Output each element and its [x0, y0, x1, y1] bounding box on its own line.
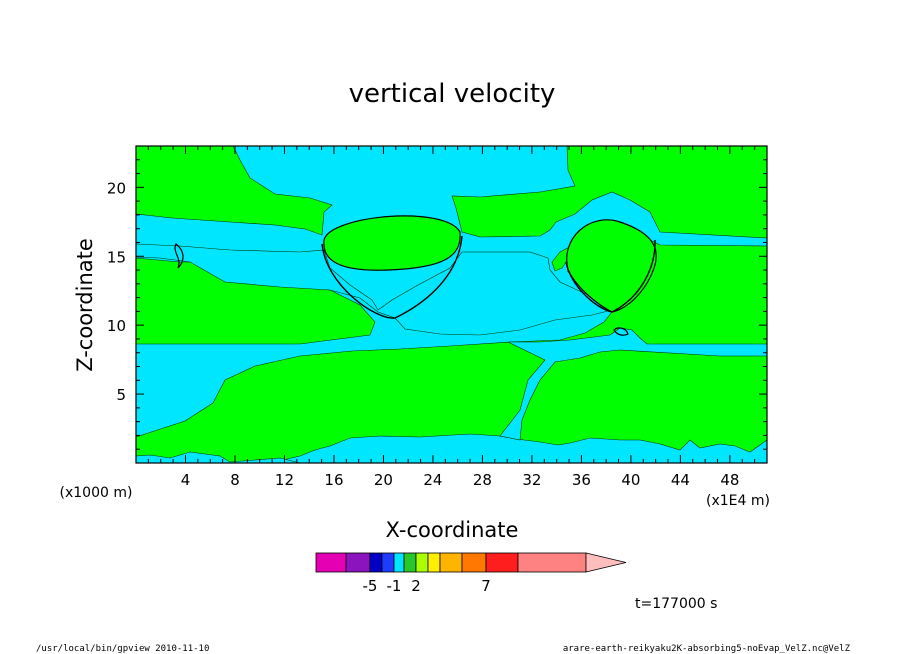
colorbar-tick-label: 7 [481, 577, 491, 595]
x-tick-label: 44 [671, 471, 690, 489]
contour-line-right-arc [565, 239, 656, 313]
plot-frame [135, 145, 768, 464]
contour-line-small [174, 243, 184, 269]
y-tick-label: 10 [107, 317, 126, 335]
x-tick-label: 32 [522, 471, 541, 489]
y-tick-label: 5 [116, 386, 126, 404]
plot-area [135, 145, 768, 464]
colorbar-segment [461, 552, 487, 573]
colorbar-tick-label: -1 [387, 577, 402, 595]
colorbar-tick-labels: -5 -1 2 7 [363, 577, 491, 595]
colorbar-segment [485, 552, 519, 573]
colorbar-tick-label: 2 [411, 577, 421, 595]
colorbar-segment [427, 552, 441, 573]
x-tick-label: 8 [230, 471, 240, 489]
x-tick-label: 24 [423, 471, 442, 489]
x-tick-label: 20 [374, 471, 393, 489]
x-tick-label: 12 [275, 471, 294, 489]
colorbar-extend-arrow [585, 552, 627, 573]
colorbar [315, 552, 627, 573]
x-axis-label: X-coordinate [386, 518, 519, 542]
time-label: t=177000 s [635, 596, 717, 612]
x-unit-label: (x1E4 m) [706, 493, 770, 509]
chart-title: vertical velocity [349, 79, 556, 109]
y-unit-label: (x1000 m) [60, 485, 133, 501]
green-lens-left [323, 215, 461, 271]
y-axis-label: Z-coordinate [73, 238, 97, 372]
colorbar-segment [381, 552, 395, 573]
colorbar-segment [439, 552, 463, 573]
cyan-region-right-middle [499, 327, 768, 441]
colorbar-segment [315, 552, 347, 573]
cyan-region-lower-left [135, 451, 301, 464]
x-tick-label: 16 [324, 471, 343, 489]
x-tick-label: 28 [473, 471, 492, 489]
contour-line-spot [613, 327, 629, 336]
x-tick-label: 40 [621, 471, 640, 489]
y-tick-label: 15 [107, 248, 126, 266]
contour-line-left-arc [321, 235, 463, 319]
x-tick-label: 4 [181, 471, 191, 489]
colorbar-tick-label: -5 [363, 577, 378, 595]
y-tick-label: 20 [107, 179, 126, 197]
colorbar-segment [403, 552, 417, 573]
x-tick-label: 36 [572, 471, 591, 489]
colorbar-segment [415, 552, 429, 573]
colorbar-segment [369, 552, 383, 573]
colorbar-segment [393, 552, 405, 573]
footer-left: /usr/local/bin/gpview 2010-11-10 [36, 644, 209, 654]
axis-ticks [136, 146, 767, 463]
footer-right: arare-earth-reikyaku2K-absorbing5-noEvap… [563, 644, 851, 654]
colorbar-segment [517, 552, 587, 573]
green-lens-right [566, 219, 657, 313]
x-tick-label: 48 [720, 471, 739, 489]
colorbar-segment [345, 552, 371, 573]
